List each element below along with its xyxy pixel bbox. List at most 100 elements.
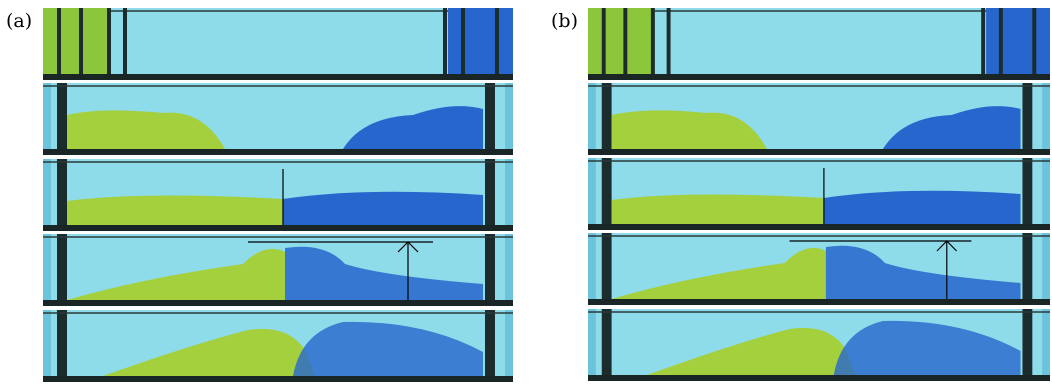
tank-floor bbox=[43, 225, 513, 231]
tank-edge bbox=[43, 83, 51, 155]
pillar bbox=[602, 309, 612, 381]
pillar bbox=[602, 158, 612, 230]
lock-green bbox=[588, 8, 655, 80]
green-current bbox=[103, 329, 315, 376]
photo-panels bbox=[0, 0, 1052, 389]
gate bbox=[667, 8, 671, 80]
pillar bbox=[485, 310, 495, 382]
tank-floor bbox=[588, 149, 1050, 155]
pillar bbox=[57, 310, 67, 382]
blue-current bbox=[293, 322, 483, 376]
pillar bbox=[485, 83, 495, 155]
pillar bbox=[1022, 158, 1032, 230]
pillar bbox=[57, 234, 67, 306]
tank-edge bbox=[1042, 309, 1050, 381]
lock-blue bbox=[986, 8, 1050, 80]
pillar bbox=[1022, 233, 1032, 305]
tank-edge bbox=[588, 233, 596, 305]
tank-floor bbox=[588, 74, 1050, 80]
tank-edge bbox=[1042, 158, 1050, 230]
gate bbox=[443, 8, 447, 80]
water bbox=[43, 83, 513, 155]
tank-floor bbox=[43, 74, 513, 80]
water bbox=[588, 309, 1050, 381]
pillar bbox=[57, 8, 67, 80]
water bbox=[43, 310, 513, 382]
tank-photo bbox=[588, 8, 1050, 80]
panel-label: (b) bbox=[551, 10, 578, 32]
water bbox=[43, 159, 513, 231]
pillar bbox=[602, 8, 612, 80]
tank-floor bbox=[588, 299, 1050, 305]
tank-edge bbox=[505, 234, 513, 306]
tank-photo bbox=[588, 233, 1050, 305]
arrow-head bbox=[937, 241, 957, 251]
tank-photo bbox=[588, 158, 1050, 230]
blue-current bbox=[285, 247, 483, 300]
tank-photo bbox=[43, 234, 513, 306]
water bbox=[588, 233, 1050, 305]
tank-edge bbox=[588, 158, 596, 230]
tank-edge bbox=[505, 159, 513, 231]
blue-current bbox=[824, 191, 1021, 224]
tank-edge bbox=[505, 83, 513, 155]
green-current bbox=[612, 194, 824, 224]
water bbox=[43, 234, 513, 306]
pillar bbox=[485, 8, 495, 80]
lock-blue bbox=[448, 8, 513, 80]
tank-edge bbox=[1042, 83, 1050, 155]
tank-photo bbox=[588, 83, 1050, 155]
lock-green bbox=[43, 8, 111, 80]
gate bbox=[623, 8, 627, 80]
tank-edge bbox=[505, 310, 513, 382]
water bbox=[588, 83, 1050, 155]
tank-floor bbox=[588, 224, 1050, 230]
gate bbox=[651, 8, 655, 80]
blue-current bbox=[826, 246, 1021, 299]
gate bbox=[602, 8, 606, 80]
water bbox=[588, 158, 1050, 230]
pillar bbox=[1022, 83, 1032, 155]
pillar bbox=[57, 83, 67, 155]
green-current bbox=[67, 110, 225, 149]
blue-current bbox=[343, 106, 483, 149]
green-current bbox=[612, 110, 767, 149]
tank-edge bbox=[43, 234, 51, 306]
pillar bbox=[602, 233, 612, 305]
tank-photo bbox=[43, 310, 513, 382]
water bbox=[588, 8, 1050, 80]
gate bbox=[1032, 8, 1036, 80]
arrow-head bbox=[398, 242, 418, 252]
pillar bbox=[1022, 8, 1032, 80]
blue-current bbox=[834, 321, 1021, 375]
pillar bbox=[1022, 309, 1032, 381]
pillar bbox=[57, 159, 67, 231]
tank-edge bbox=[588, 8, 596, 80]
tank-photo bbox=[588, 309, 1050, 381]
gate bbox=[495, 8, 499, 80]
water bbox=[43, 8, 513, 80]
gate bbox=[107, 8, 111, 80]
tank-edge bbox=[588, 83, 596, 155]
pillar bbox=[485, 234, 495, 306]
tank-edge bbox=[43, 159, 51, 231]
tank-photo bbox=[43, 83, 513, 155]
tank-edge bbox=[505, 8, 513, 80]
tank-photo bbox=[43, 8, 513, 80]
gate bbox=[461, 8, 465, 80]
tank-edge bbox=[43, 8, 51, 80]
gate bbox=[981, 8, 985, 80]
blue-current bbox=[883, 106, 1021, 149]
tank-edge bbox=[588, 309, 596, 381]
tank-floor bbox=[43, 300, 513, 306]
tank-floor bbox=[588, 375, 1050, 381]
tank-photo bbox=[43, 159, 513, 231]
tank-floor bbox=[43, 376, 513, 382]
blue-current bbox=[283, 192, 483, 225]
tank-edge bbox=[1042, 8, 1050, 80]
figure: (a) (b) bbox=[0, 0, 1052, 389]
tank-edge bbox=[43, 310, 51, 382]
tank-edge bbox=[1042, 233, 1050, 305]
pillar bbox=[602, 83, 612, 155]
green-current bbox=[67, 195, 283, 225]
